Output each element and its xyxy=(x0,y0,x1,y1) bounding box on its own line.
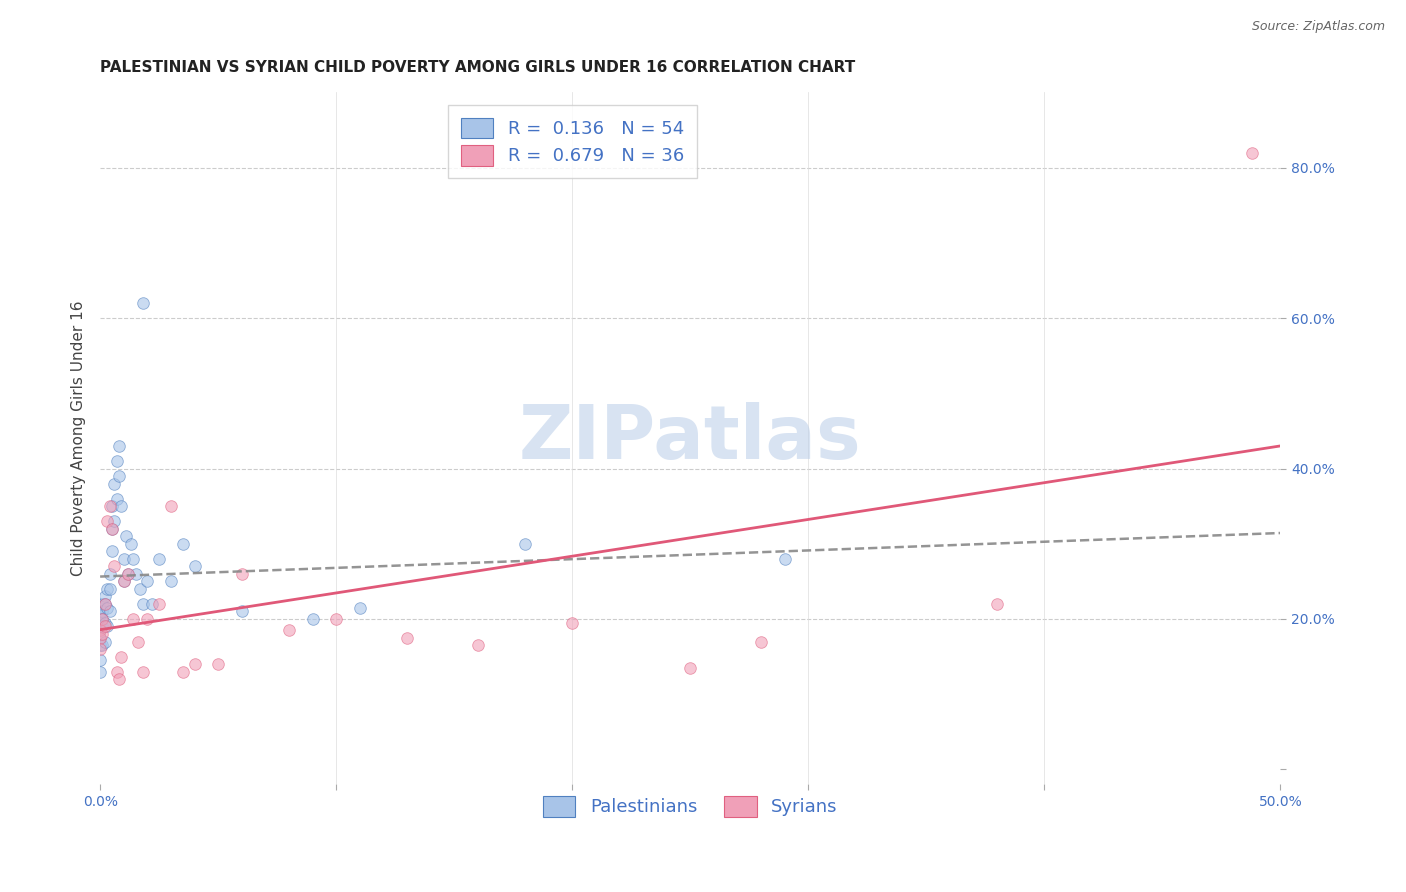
Point xyxy=(141,597,163,611)
Point xyxy=(105,454,128,468)
Point xyxy=(207,657,229,671)
Point xyxy=(124,566,146,581)
Text: PALESTINIAN VS SYRIAN CHILD POVERTY AMONG GIRLS UNDER 16 CORRELATION CHART: PALESTINIAN VS SYRIAN CHILD POVERTY AMON… xyxy=(100,60,855,75)
Point xyxy=(117,566,139,581)
Point xyxy=(108,439,131,453)
Text: ZIPatlas: ZIPatlas xyxy=(519,402,862,475)
Point xyxy=(120,537,142,551)
Point xyxy=(94,597,117,611)
Point xyxy=(1241,145,1264,160)
Point xyxy=(231,604,253,618)
Point xyxy=(301,612,323,626)
Point xyxy=(122,612,145,626)
Point xyxy=(101,522,124,536)
Point xyxy=(91,638,114,652)
Point xyxy=(89,624,111,638)
Point xyxy=(679,661,702,675)
Point xyxy=(89,638,111,652)
Point xyxy=(91,604,114,618)
Point xyxy=(122,551,145,566)
Point xyxy=(395,631,418,645)
Point xyxy=(98,582,121,596)
Text: Source: ZipAtlas.com: Source: ZipAtlas.com xyxy=(1251,20,1385,33)
Point xyxy=(136,574,159,589)
Point xyxy=(513,537,536,551)
Point xyxy=(183,657,205,671)
Point xyxy=(89,624,111,638)
Point xyxy=(91,612,114,626)
Point xyxy=(96,600,118,615)
Point xyxy=(773,551,796,566)
Point xyxy=(160,574,183,589)
Point xyxy=(101,544,124,558)
Point xyxy=(96,514,118,528)
Point xyxy=(91,627,114,641)
Point xyxy=(561,615,583,630)
Point xyxy=(115,529,138,543)
Point xyxy=(148,551,170,566)
Point xyxy=(98,566,121,581)
Point xyxy=(94,590,117,604)
Point xyxy=(131,597,153,611)
Point xyxy=(105,665,128,679)
Point xyxy=(183,559,205,574)
Point xyxy=(129,582,152,596)
Point xyxy=(349,600,371,615)
Point xyxy=(108,672,131,686)
Point xyxy=(89,665,111,679)
Point xyxy=(89,631,111,645)
Point xyxy=(131,296,153,310)
Point xyxy=(112,551,135,566)
Point xyxy=(325,612,347,626)
Point xyxy=(94,634,117,648)
Legend: Palestinians, Syrians: Palestinians, Syrians xyxy=(536,789,845,824)
Point xyxy=(89,642,111,657)
Point xyxy=(91,619,114,633)
Point xyxy=(986,597,1008,611)
Point xyxy=(112,574,135,589)
Point xyxy=(136,612,159,626)
Point xyxy=(89,653,111,667)
Point xyxy=(112,574,135,589)
Point xyxy=(89,608,111,623)
Point xyxy=(89,615,111,630)
Point xyxy=(101,522,124,536)
Y-axis label: Child Poverty Among Girls Under 16: Child Poverty Among Girls Under 16 xyxy=(72,301,86,576)
Point xyxy=(101,499,124,513)
Point xyxy=(103,559,125,574)
Point xyxy=(127,634,149,648)
Point xyxy=(96,619,118,633)
Point xyxy=(108,469,131,483)
Point xyxy=(110,649,132,664)
Point xyxy=(172,537,194,551)
Point xyxy=(98,499,121,513)
Point xyxy=(89,600,111,615)
Point xyxy=(278,624,301,638)
Point xyxy=(98,604,121,618)
Point xyxy=(103,476,125,491)
Point xyxy=(131,665,153,679)
Point xyxy=(91,612,114,626)
Point xyxy=(103,514,125,528)
Point xyxy=(160,499,183,513)
Point xyxy=(94,619,117,633)
Point xyxy=(117,566,139,581)
Point xyxy=(148,597,170,611)
Point xyxy=(231,566,253,581)
Point xyxy=(91,597,114,611)
Point xyxy=(89,631,111,645)
Point xyxy=(105,491,128,506)
Point xyxy=(94,597,117,611)
Point xyxy=(749,634,772,648)
Point xyxy=(96,582,118,596)
Point xyxy=(467,638,489,652)
Point xyxy=(110,499,132,513)
Point xyxy=(94,615,117,630)
Point xyxy=(172,665,194,679)
